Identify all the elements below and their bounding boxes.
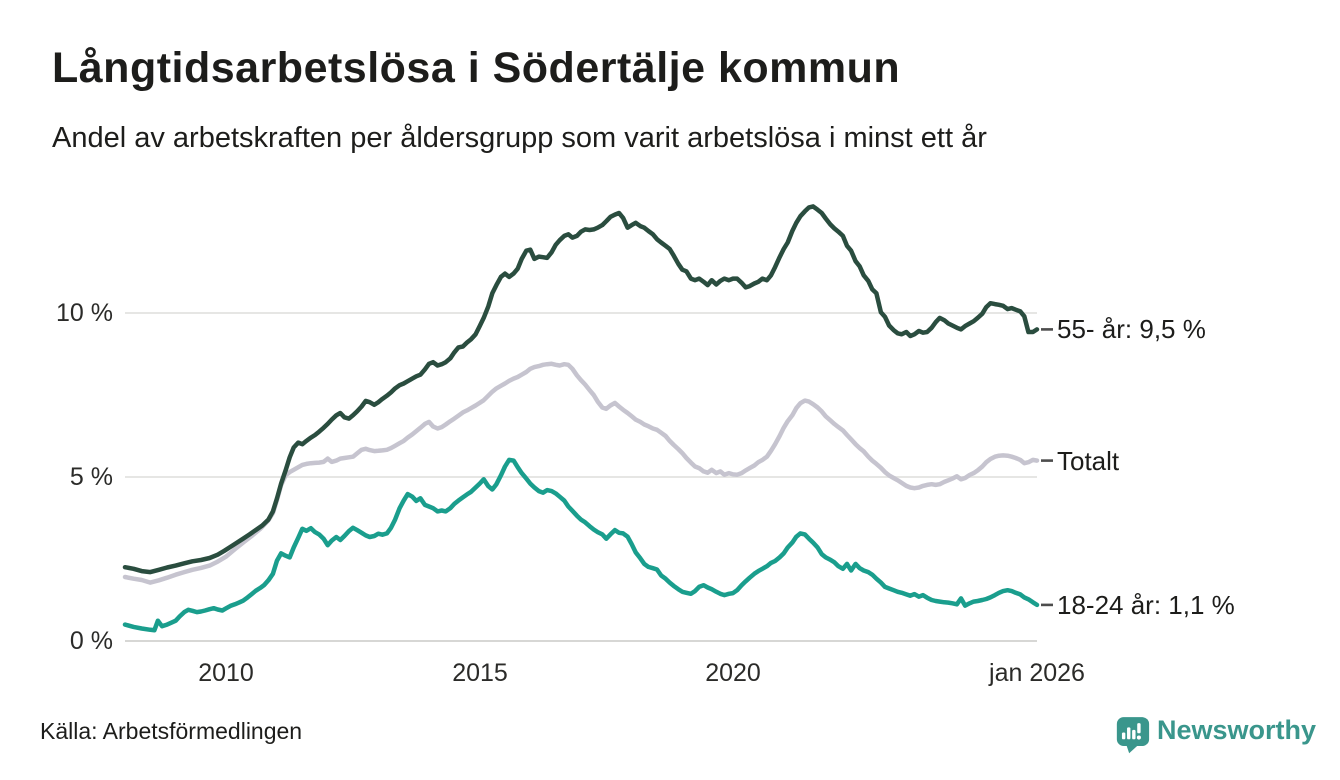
series-lines [122,204,1040,633]
series-label-55: 55- år: 9,5 % [1057,314,1206,344]
page-title: Långtidsarbetslösa i Södertälje kommun [52,44,901,92]
newsworthy-logo[interactable]: Newsworthy [1116,710,1316,758]
gridlines [125,312,1037,642]
y-axis-tick-0: 0 % [69,627,113,655]
y-axis-tick-5: 5 % [69,463,113,491]
series-label-18-24: 18-24 år: 1,1 % [1057,590,1235,620]
y-axis-tick-10: 10 % [56,299,113,327]
x-axis-tick-2015: 2015 [452,659,508,687]
series-label-dashes [1041,328,1053,607]
x-axis-tick-2020: 2020 [705,659,761,687]
source-note: Källa: Arbetsförmedlingen [40,718,303,744]
chart-subtitle: Andel av arbetskraften per åldersgrupp s… [52,122,987,154]
x-axis-tick-2010: 2010 [198,659,254,687]
series-line-totalt [122,361,1040,585]
series-label-totalt: Totalt [1057,446,1120,476]
series-line-18-24 [122,457,1040,633]
newsworthy-wordmark: Newsworthy [1156,715,1316,745]
newsworthy-bubble-icon [1116,717,1150,754]
series-line-55 [122,204,1040,575]
x-axis-tick-jan-2026: jan 2026 [989,659,1085,687]
